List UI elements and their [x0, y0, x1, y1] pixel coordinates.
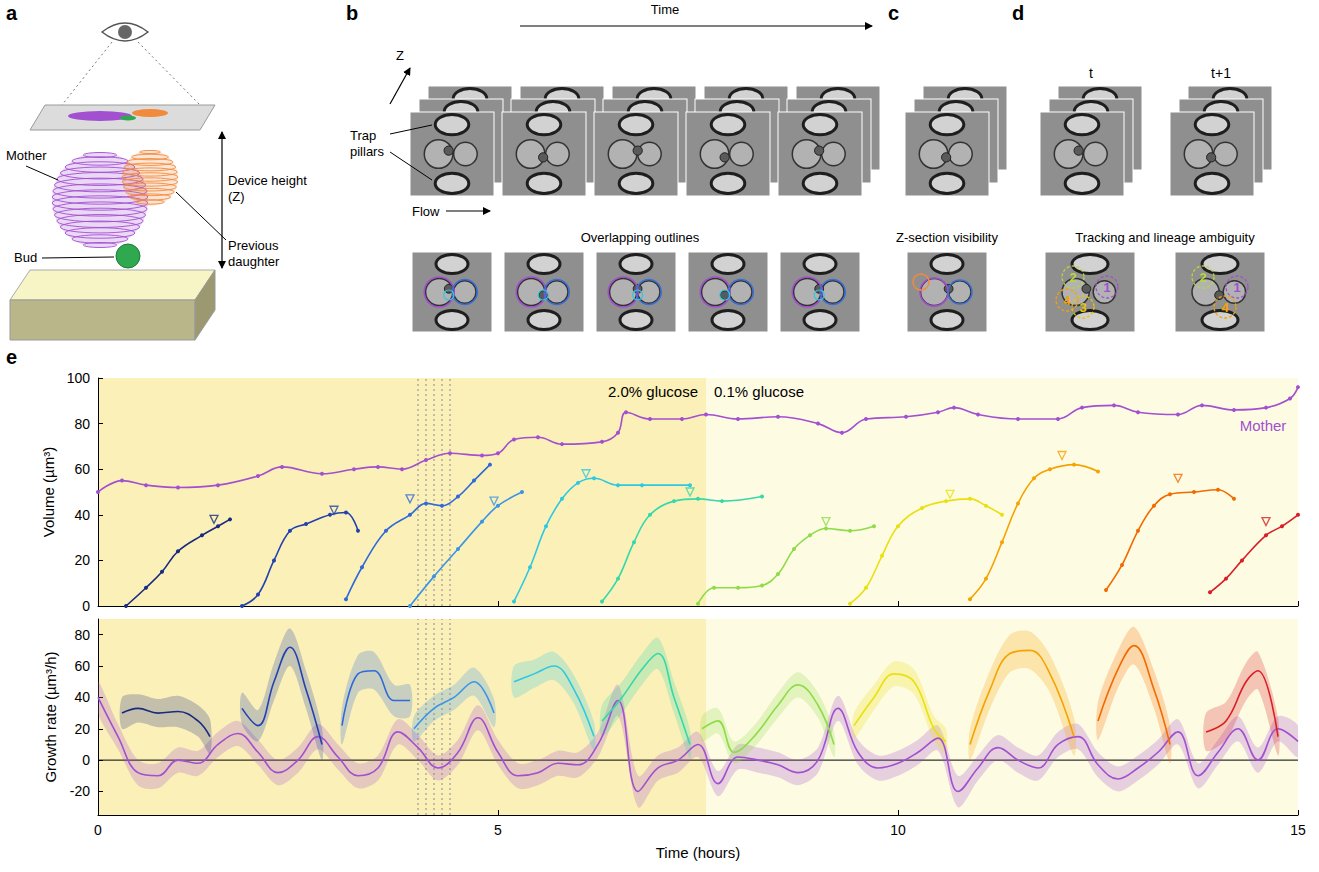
svg-text:Previous: Previous	[228, 238, 279, 253]
svg-text:pillars: pillars	[350, 144, 384, 159]
svg-text:20: 20	[74, 721, 90, 737]
svg-text:1: 1	[1233, 280, 1240, 295]
svg-text:Volume (µm³): Volume (µm³)	[40, 447, 57, 537]
svg-text:b: b	[346, 2, 358, 24]
svg-text:Mother: Mother	[1240, 417, 1287, 434]
svg-text:(Z): (Z)	[228, 189, 245, 204]
svg-text:Trap: Trap	[350, 128, 376, 143]
svg-text:4: 4	[1221, 300, 1229, 315]
svg-text:20: 20	[74, 552, 90, 568]
svg-text:80: 80	[74, 416, 90, 432]
svg-text:Overlapping outlines: Overlapping outlines	[581, 230, 700, 245]
svg-text:c: c	[888, 2, 899, 24]
svg-text:Growth rate (µm³/h): Growth rate (µm³/h)	[42, 651, 59, 782]
svg-text:0: 0	[82, 598, 90, 614]
svg-text:t: t	[1089, 65, 1093, 81]
svg-text:40: 40	[74, 507, 90, 523]
svg-text:a: a	[6, 2, 18, 24]
svg-text:Device height: Device height	[228, 173, 307, 188]
svg-text:Z-section visibility: Z-section visibility	[896, 230, 998, 245]
svg-text:daughter: daughter	[228, 254, 280, 269]
svg-text:1: 1	[1103, 280, 1110, 295]
svg-text:2: 2	[1199, 270, 1206, 285]
svg-text:80: 80	[74, 627, 90, 643]
svg-text:60: 60	[74, 658, 90, 674]
svg-text:Time: Time	[651, 2, 679, 17]
svg-text:2.0% glucose: 2.0% glucose	[608, 383, 698, 400]
svg-text:40: 40	[74, 689, 90, 705]
svg-text:0: 0	[82, 752, 90, 768]
svg-text:4: 4	[1063, 293, 1071, 308]
svg-text:Bud: Bud	[14, 250, 37, 265]
svg-text:Mother: Mother	[6, 148, 47, 163]
svg-text:Z: Z	[396, 48, 404, 63]
svg-text:100: 100	[67, 370, 91, 386]
svg-text:e: e	[6, 346, 17, 368]
svg-text:-20: -20	[70, 783, 90, 799]
svg-text:60: 60	[74, 461, 90, 477]
svg-text:d: d	[1012, 2, 1024, 24]
svg-text:3: 3	[1079, 300, 1086, 315]
svg-text:15: 15	[1290, 822, 1306, 838]
svg-text:Tracking and lineage ambiguity: Tracking and lineage ambiguity	[1075, 230, 1255, 245]
svg-text:0.1% glucose: 0.1% glucose	[714, 383, 804, 400]
svg-text:Flow: Flow	[412, 204, 440, 219]
svg-text:0: 0	[94, 822, 102, 838]
svg-text:10: 10	[890, 822, 906, 838]
svg-text:t+1: t+1	[1211, 65, 1231, 81]
svg-text:Time (hours): Time (hours)	[656, 844, 740, 861]
svg-text:5: 5	[494, 822, 502, 838]
svg-text:2: 2	[1069, 270, 1076, 285]
